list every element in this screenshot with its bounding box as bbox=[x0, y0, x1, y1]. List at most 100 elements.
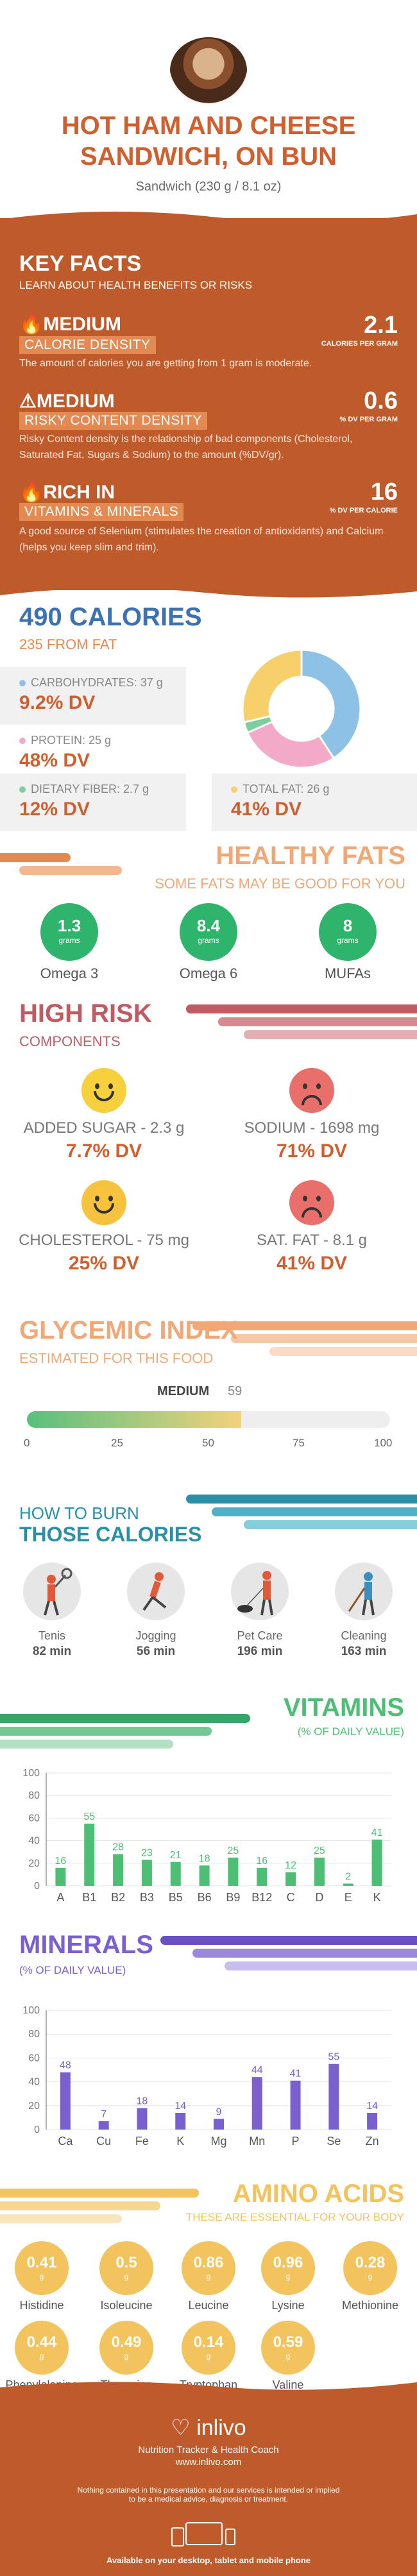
devices-icon bbox=[171, 2522, 235, 2546]
bar-value-label: 14 bbox=[174, 2101, 186, 2112]
y-tick-label: 0 bbox=[34, 2124, 40, 2135]
x-tick-label: Zn bbox=[366, 2135, 379, 2148]
available-devices: Available on your desktop, tablet and mo… bbox=[106, 2555, 311, 2565]
bar-ca bbox=[60, 2072, 71, 2130]
bar-b5 bbox=[170, 1862, 181, 1886]
sad-face-icon bbox=[289, 1068, 334, 1113]
donut-slice-protein bbox=[246, 720, 336, 769]
bar-value-label: 25 bbox=[228, 1845, 239, 1856]
bar-value-label: 55 bbox=[83, 1811, 95, 1822]
sandwich-image bbox=[170, 37, 247, 104]
bar-cu bbox=[98, 2121, 109, 2130]
key-facts-title: KEY FACTS bbox=[19, 251, 142, 276]
sodium-label: SODIUM - 1698 mg bbox=[244, 1119, 380, 1137]
happy-face-icon bbox=[81, 1068, 126, 1113]
glycemic-bar bbox=[27, 1411, 390, 1428]
sodium-dv: 71% DV bbox=[276, 1140, 348, 1162]
y-tick-label: 20 bbox=[28, 2101, 40, 2112]
healthy-fats-subtitle: SOME FATS MAY BE GOOD FOR YOU bbox=[155, 876, 405, 892]
vitamins-chart: 0 20 40 60 80 100 16 A 55 B1 28 B2 23 B3 21 B5 18 B6 25 B9 1… bbox=[22, 1768, 391, 1904]
donut-slice-total-fat bbox=[241, 648, 303, 724]
jogging-min: 56 min bbox=[136, 1645, 176, 1658]
macro-protein: PROTEIN: 25 g 48% DV bbox=[0, 725, 186, 783]
calorie-density-level: 🔥MEDIUM bbox=[19, 314, 122, 335]
deco-bar bbox=[218, 1017, 417, 1026]
bar-k bbox=[175, 2112, 186, 2130]
cholesterol-label: CHOLESTEROL - 75 mg bbox=[19, 1232, 189, 1249]
leucine-circle: 0.86 g bbox=[182, 2241, 235, 2295]
glycemic-level: MEDIUM bbox=[157, 1384, 210, 1398]
histidine-circle: 0.41 g bbox=[15, 2241, 69, 2295]
tryptophan-circle: 0.14 g bbox=[182, 2321, 235, 2375]
x-tick-label: B12 bbox=[251, 1891, 272, 1904]
deco-bar bbox=[0, 853, 71, 862]
disclaimer-line-1: Nothing contained in this presentation a… bbox=[77, 2486, 340, 2495]
deco-bar bbox=[192, 1949, 417, 1958]
y-tick-label: 100 bbox=[22, 2005, 40, 2016]
x-tick-label: Ca bbox=[58, 2135, 73, 2148]
deco-bar bbox=[19, 866, 122, 875]
fat-dot-icon bbox=[231, 786, 237, 793]
burn-title-1: HOW TO BURN bbox=[19, 1504, 139, 1523]
valine-circle: 0.59 g bbox=[261, 2321, 315, 2375]
pet-care-icon bbox=[231, 1563, 289, 1620]
footer: ♡ inlivo Nutrition Tracker & Health Coac… bbox=[0, 2396, 417, 2576]
bar-a bbox=[55, 1867, 66, 1886]
glycemic-ticks: 0 25 50 75 100 bbox=[24, 1437, 393, 1449]
pet-care-label: Pet Care bbox=[237, 1629, 283, 1642]
methionine-circle: 0.28 g bbox=[343, 2241, 397, 2295]
jogging-icon bbox=[127, 1563, 185, 1620]
deco-bar bbox=[160, 1936, 417, 1945]
risky-density-unit: % DV PER GRAM bbox=[339, 416, 398, 423]
amino-acids-subtitle: THESE ARE ESSENTIAL FOR YOUR BODY bbox=[185, 2211, 404, 2223]
amino-acids-title: AMINO ACIDS bbox=[232, 2180, 404, 2208]
carbs-dot-icon bbox=[19, 679, 26, 686]
added-sugar-label: ADDED SUGAR - 2.3 g bbox=[23, 1119, 185, 1137]
tennis-min: 82 min bbox=[32, 1645, 72, 1658]
bar-value-label: 16 bbox=[55, 1856, 67, 1867]
flame-icon: 🔥 bbox=[19, 482, 44, 503]
bar-value-label: 16 bbox=[256, 1856, 268, 1867]
bar-value-label: 41 bbox=[371, 1827, 383, 1838]
x-tick-label: B6 bbox=[198, 1891, 212, 1904]
bar-value-label: 18 bbox=[199, 1853, 210, 1864]
deco-bar bbox=[269, 1347, 417, 1356]
brand-url[interactable]: www.inlivo.com bbox=[175, 2457, 242, 2468]
high-risk-title: HIGH RISK bbox=[19, 999, 152, 1028]
deco-bar bbox=[186, 1495, 417, 1504]
calories-from-fat: 235 FROM FAT bbox=[19, 636, 117, 652]
calorie-density-label: CALORIE DENSITY bbox=[19, 336, 156, 354]
omega3-label: Omega 3 bbox=[40, 965, 99, 981]
brand-logo: ♡ inlivo bbox=[171, 2416, 246, 2440]
minerals-subtitle: (% OF DAILY VALUE) bbox=[19, 1964, 126, 1976]
key-facts-subtitle: LEARN ABOUT HEALTH BENEFITS OR RISKS bbox=[19, 279, 253, 291]
cleaning-label: Cleaning bbox=[341, 1629, 387, 1642]
glycemic-value: 59 bbox=[228, 1384, 243, 1398]
high-risk-subtitle: COMPONENTS bbox=[19, 1033, 121, 1049]
cleaning-min: 163 min bbox=[341, 1645, 387, 1658]
glycemic-bar-fill bbox=[27, 1411, 241, 1428]
omega3-circle: 1.3 grams bbox=[40, 903, 98, 961]
calorie-density-desc: The amount of calories you are getting f… bbox=[19, 358, 312, 369]
risky-density-level: ⚠MEDIUM bbox=[19, 391, 115, 412]
y-tick-label: 60 bbox=[28, 1813, 40, 1824]
heart-icon: ♡ bbox=[171, 2416, 191, 2440]
bar-value-label: 41 bbox=[290, 2069, 302, 2080]
omega6-label: Omega 6 bbox=[179, 965, 238, 981]
lysine-circle: 0.96 g bbox=[261, 2241, 315, 2295]
mufas-label: MUFAs bbox=[324, 965, 371, 981]
threonine-circle: 0.49 g bbox=[99, 2321, 153, 2375]
bar-value-label: 25 bbox=[314, 1845, 325, 1856]
deco-bar bbox=[0, 1740, 173, 1749]
cholesterol-dv: 25% DV bbox=[68, 1253, 140, 1274]
glycemic-subtitle: ESTIMATED FOR THIS FOOD bbox=[19, 1350, 214, 1366]
x-tick-label: K bbox=[176, 2135, 184, 2148]
x-tick-label: B9 bbox=[226, 1891, 240, 1904]
calorie-density-unit: CALORIES PER GRAM bbox=[321, 340, 398, 348]
risky-density-label: RISKY CONTENT DENSITY bbox=[19, 412, 207, 430]
deco-bar bbox=[0, 2214, 122, 2223]
bar-value-label: 28 bbox=[112, 1842, 124, 1853]
vitamins-subtitle: (% OF DAILY VALUE) bbox=[297, 1725, 404, 1738]
warning-icon: ⚠ bbox=[19, 391, 37, 412]
x-tick-label: B5 bbox=[169, 1891, 183, 1904]
